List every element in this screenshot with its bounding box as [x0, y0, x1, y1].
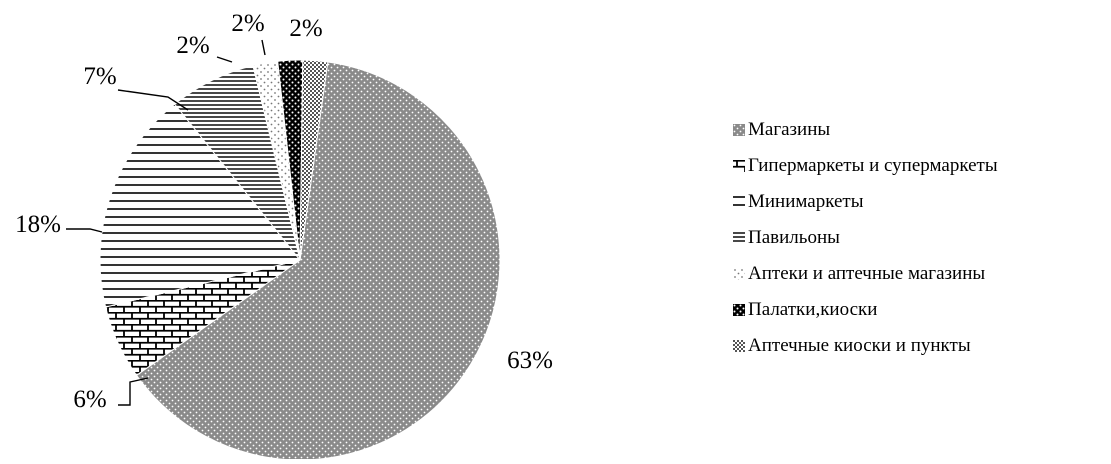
data-label-2: 6%	[73, 386, 106, 413]
legend-label: Аптеки и аптечные магазины	[748, 263, 986, 284]
legend-item-3: Минимаркеты	[733, 184, 998, 220]
data-label-7: 2%	[289, 15, 322, 42]
data-label-3: 18%	[15, 211, 61, 238]
pie-slice-7	[299, 59, 329, 261]
legend-label: Павильоны	[748, 227, 840, 248]
legend-swatch	[733, 196, 745, 208]
legend-label: Минимаркеты	[748, 191, 864, 212]
legend-label: Аптечные киоски и пункты	[748, 335, 971, 356]
pie-slice-1	[135, 61, 501, 461]
leader-line-3	[66, 228, 103, 233]
pie-slices	[99, 59, 501, 461]
legend-item-5: Аптеки и аптечные магазины	[733, 256, 998, 292]
legend-item-4: Павильоны	[733, 220, 998, 256]
legend-swatch	[733, 340, 745, 352]
pie-data-labels: 63% 6% 18% 7% 2% 2% 2%	[15, 10, 553, 413]
leader-line-4	[117, 89, 189, 111]
leader-lines	[66, 39, 266, 406]
legend-item-7: Аптечные киоски и пункты	[733, 328, 998, 364]
chart-legend: Магазины Гипермаркеты и супермаркеты Миним…	[733, 112, 998, 364]
legend-swatch	[733, 268, 745, 280]
data-label-6: 2%	[231, 10, 264, 37]
legend-swatch	[733, 304, 745, 316]
legend-item-6: Палатки,киоски	[733, 292, 998, 328]
legend-item-1: Магазины	[733, 112, 998, 148]
data-label-1: 63%	[507, 347, 553, 374]
data-label-4: 7%	[83, 63, 116, 90]
legend-label: Гипермаркеты и супермаркеты	[748, 155, 998, 176]
legend-swatch	[733, 160, 745, 172]
legend-swatch	[733, 124, 745, 136]
legend-item-2: Гипермаркеты и супермаркеты	[733, 148, 998, 184]
leader-line-6	[261, 39, 266, 56]
legend-label: Магазины	[748, 119, 831, 140]
data-label-5: 2%	[176, 32, 209, 59]
legend-swatch	[733, 232, 745, 244]
pie-slice-3	[99, 103, 301, 308]
leader-line-5	[216, 56, 233, 63]
leader-line-2	[118, 377, 149, 406]
legend-label: Палатки,киоски	[748, 299, 878, 320]
